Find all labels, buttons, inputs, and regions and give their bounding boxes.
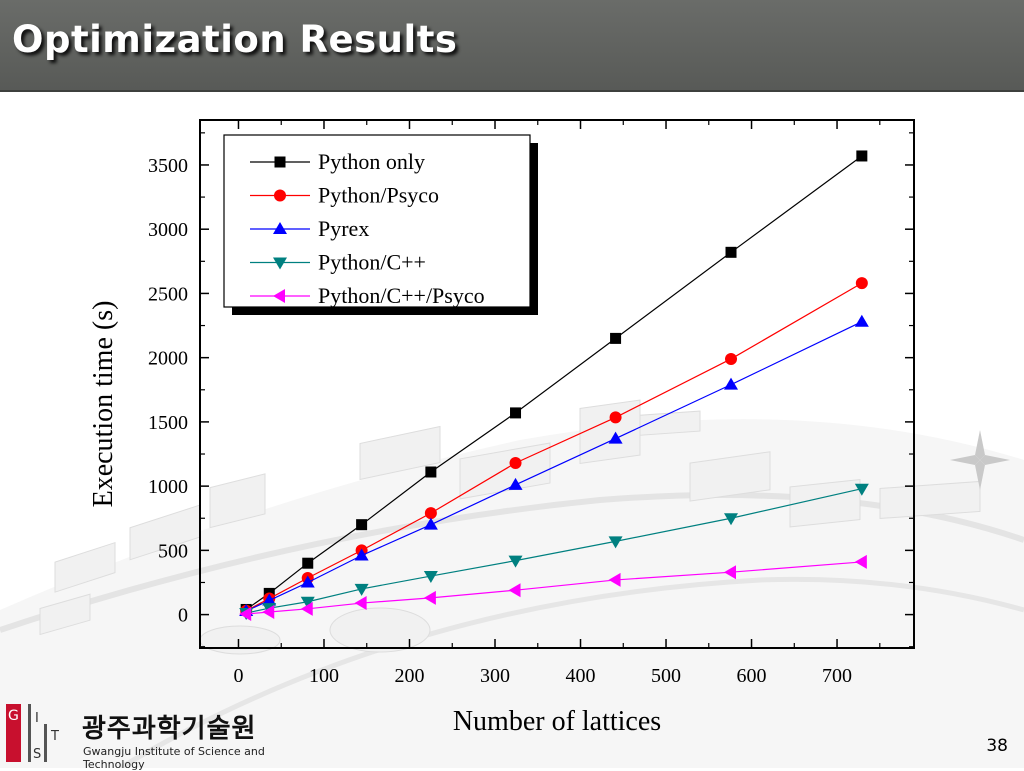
gist-logo: G I S T 광주과학기술원 Gwangju Institute of Sci…	[6, 704, 306, 771]
series-2	[239, 314, 869, 617]
data-point	[356, 519, 368, 531]
data-point	[508, 583, 521, 598]
data-point	[724, 377, 739, 390]
y-tick-label: 3500	[148, 155, 188, 177]
data-point	[508, 477, 523, 490]
data-point	[424, 507, 437, 520]
data-point	[423, 590, 436, 605]
legend-label: Python only	[318, 149, 425, 174]
x-tick-labels: 0 100 200 300 400 500 600 700	[233, 665, 852, 687]
axis-ticks	[200, 120, 914, 648]
legend-marker	[274, 189, 286, 202]
y-tick-label: 2000	[148, 348, 188, 370]
slide-title: Optimization Results	[12, 18, 458, 61]
legend-label: Python/Psyco	[318, 183, 439, 208]
compass-icon	[950, 430, 1010, 490]
data-point	[262, 605, 275, 620]
data-point	[609, 411, 622, 424]
x-tick-label: 300	[480, 665, 510, 687]
data-point	[854, 314, 869, 327]
data-point	[354, 596, 367, 611]
series-layer	[239, 150, 869, 621]
y-tick-label: 500	[158, 540, 188, 562]
data-point	[510, 407, 522, 419]
x-tick-label: 700	[822, 665, 852, 687]
data-point	[854, 554, 867, 569]
data-point	[724, 565, 737, 580]
x-tick-label: 400	[566, 665, 596, 687]
logo-letter-g: G	[8, 708, 19, 724]
data-point	[354, 583, 369, 596]
logo-korean-name: 광주과학기술원	[82, 714, 257, 744]
series-line	[246, 561, 862, 615]
data-point	[302, 557, 314, 569]
page-number: 38	[986, 736, 1008, 756]
legend-label: Pyrex	[318, 216, 369, 241]
data-point	[854, 483, 869, 496]
legend-marker	[274, 156, 286, 168]
y-axis-title: Execution time (s)	[88, 301, 119, 508]
legend-marker	[273, 222, 287, 234]
x-tick-label: 500	[651, 665, 681, 687]
y-tick-label: 1000	[148, 476, 188, 498]
legend-marker	[273, 257, 287, 270]
data-point	[608, 536, 623, 549]
data-point	[262, 593, 277, 606]
legend-marker	[273, 289, 285, 303]
campus-map-backdrop	[0, 399, 1024, 768]
series-1	[240, 277, 868, 617]
x-tick-label: 100	[309, 665, 339, 687]
gist-logo-mark: G I S T	[6, 704, 59, 762]
series-4	[239, 554, 867, 621]
data-point	[610, 332, 622, 344]
data-point	[300, 601, 313, 616]
title-bar: Optimization Results	[0, 0, 1024, 92]
series-line	[245, 321, 863, 612]
series-line	[245, 282, 863, 612]
data-point	[724, 513, 739, 526]
data-point	[608, 431, 623, 444]
x-tick-label: 200	[394, 665, 424, 687]
data-point	[423, 571, 438, 584]
data-point	[425, 466, 437, 478]
data-point	[239, 606, 252, 621]
data-point	[855, 277, 868, 290]
y-tick-label: 0	[178, 605, 188, 627]
data-point	[509, 457, 522, 470]
data-point	[856, 150, 868, 162]
chart-legend: Python only Python/Psyco Pyrex Python/C++ Py…	[223, 134, 538, 315]
data-point	[300, 596, 315, 609]
y-tick-label: 2500	[148, 283, 188, 305]
x-tick-label: 600	[737, 665, 767, 687]
data-point	[300, 575, 315, 588]
data-point	[725, 246, 737, 258]
series-line	[246, 488, 862, 614]
data-point	[354, 548, 369, 561]
data-point	[725, 352, 738, 365]
y-tick-label: 3000	[148, 219, 188, 241]
y-tick-label: 1500	[148, 412, 188, 434]
data-point	[508, 555, 523, 568]
data-point	[608, 572, 621, 587]
x-tick-label: 0	[233, 665, 243, 687]
series-3	[239, 483, 869, 621]
plot-frame	[199, 119, 915, 649]
legend-label: Python/C++/Psyco	[318, 283, 485, 308]
logo-english-name: Gwangju Institute of Science and Technol…	[83, 745, 265, 771]
logo-letter-t: T	[50, 729, 59, 744]
logo-letter-s: S	[33, 747, 41, 762]
data-point	[423, 517, 438, 530]
execution-time-chart: 0 100 200 300 400 500 600 700 0 500 1000 1500 2000 2…	[88, 119, 915, 732]
x-axis-title: Number of lattices	[453, 706, 661, 732]
logo-letter-i: I	[35, 711, 39, 726]
y-tick-labels: 0 500 1000 1500 2000 2500 3000 3500	[148, 155, 188, 627]
legend-label: Python/C++	[318, 250, 426, 275]
